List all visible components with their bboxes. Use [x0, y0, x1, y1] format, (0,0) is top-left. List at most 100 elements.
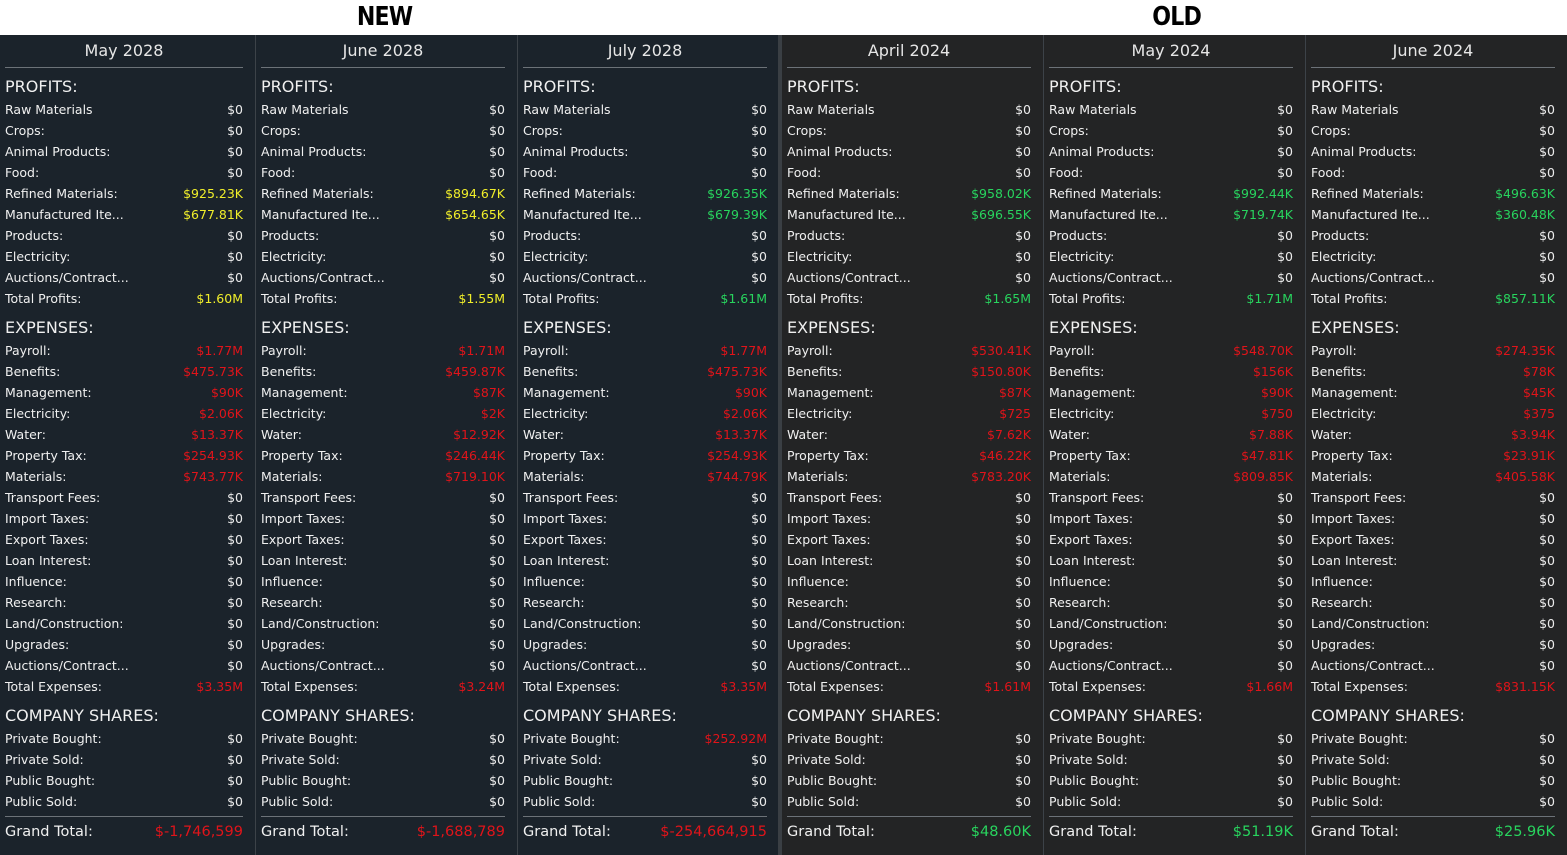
profit-row-label: Electricity:: [1311, 249, 1377, 264]
share-row: Private Bought: $0: [261, 728, 505, 749]
profit-row-label: Refined Materials:: [523, 186, 636, 201]
profit-row-label: Auctions/Contract...: [787, 270, 911, 285]
share-row-label: Public Sold:: [787, 794, 860, 809]
profit-row: Food: $0: [1049, 162, 1293, 183]
profit-row-label: Electricity:: [1049, 249, 1115, 264]
profit-row-value: $0: [1277, 123, 1293, 138]
expense-row-value: $0: [1277, 616, 1293, 631]
share-row-value: $0: [227, 752, 243, 767]
expense-row-label: Import Taxes:: [1049, 511, 1134, 526]
profit-row-value: $0: [751, 165, 767, 180]
expense-row: Influence: $0: [1049, 571, 1293, 592]
expense-row-label: Materials:: [787, 469, 849, 484]
profit-row: Manufactured Ite... $696.55K: [787, 204, 1031, 225]
expense-row-value: $90K: [734, 385, 767, 400]
expense-row: Loan Interest: $0: [787, 550, 1031, 571]
profit-row: Animal Products: $0: [261, 141, 505, 162]
profit-row-value: $0: [1015, 228, 1031, 243]
expense-row-value: $78K: [1522, 364, 1555, 379]
profit-row: Electricity: $0: [261, 246, 505, 267]
expense-row-value: $475.73K: [183, 364, 243, 379]
profit-row-value: $0: [489, 228, 505, 243]
expense-row: Land/Construction: $0: [787, 613, 1031, 634]
grand-total-value: $-1,688,789: [416, 824, 505, 840]
expense-row-value: $475.73K: [707, 364, 767, 379]
profit-row-value: $0: [489, 102, 505, 117]
expense-row-label: Property Tax:: [787, 448, 869, 463]
expenses-heading: EXPENSES:: [261, 318, 350, 337]
profit-row-label: Total Profits:: [787, 291, 864, 306]
expense-row-label: Total Expenses:: [787, 679, 884, 694]
expense-row-value: $0: [489, 595, 505, 610]
expense-row-label: Research:: [261, 595, 323, 610]
profit-row: Auctions/Contract... $0: [787, 267, 1031, 288]
expense-row-label: Auctions/Contract...: [261, 658, 385, 673]
expense-row: Influence: $0: [1311, 571, 1555, 592]
share-row: Private Sold: $0: [1049, 749, 1293, 770]
expense-row-value: $0: [227, 616, 243, 631]
share-row-value: $0: [1015, 731, 1031, 746]
profit-row: Total Profits: $1.61M: [523, 288, 767, 309]
expense-row-value: $0: [1539, 511, 1555, 526]
month-column: June 2024 PROFITS: Raw Materials $0 Crops: $0…: [1306, 35, 1567, 855]
expense-row: Total Expenses: $3.24M: [261, 676, 505, 697]
expense-row: Water: $13.37K: [523, 424, 767, 445]
month-title: May 2028: [5, 41, 243, 68]
profit-row: Refined Materials: $992.44K: [1049, 183, 1293, 204]
expense-row-label: Property Tax:: [261, 448, 343, 463]
grand-total-label: Grand Total:: [787, 824, 875, 840]
profit-row-value: $0: [751, 249, 767, 264]
expense-row: Payroll: $548.70K: [1049, 340, 1293, 361]
expense-row-label: Auctions/Contract...: [1049, 658, 1173, 673]
month-title: May 2024: [1049, 41, 1293, 68]
share-row-value: $0: [1015, 794, 1031, 809]
expense-row: Water: $12.92K: [261, 424, 505, 445]
expense-row-value: $0: [1539, 532, 1555, 547]
expense-row-value: $156K: [1252, 364, 1293, 379]
expense-row-label: Influence:: [261, 574, 323, 589]
expense-row-value: $3.94K: [1511, 427, 1555, 442]
grand-total-row: Grand Total: $25.96K: [1311, 821, 1555, 843]
profit-row-value: $0: [751, 270, 767, 285]
share-row-value: $0: [1539, 794, 1555, 809]
share-row-label: Public Bought:: [1311, 773, 1402, 788]
profit-row: Total Profits: $1.55M: [261, 288, 505, 309]
expense-row-value: $548.70K: [1233, 343, 1293, 358]
expenses-heading: EXPENSES:: [1049, 318, 1138, 337]
profit-row-label: Total Profits:: [523, 291, 600, 306]
expense-row-label: Upgrades:: [261, 637, 326, 652]
expense-row-label: Upgrades:: [1049, 637, 1114, 652]
expense-row: Auctions/Contract... $0: [5, 655, 243, 676]
expense-row-label: Import Taxes:: [1311, 511, 1396, 526]
profit-row-label: Products:: [1311, 228, 1370, 243]
profit-row-label: Refined Materials:: [787, 186, 900, 201]
profit-row: Refined Materials: $894.67K: [261, 183, 505, 204]
profit-row-label: Electricity:: [261, 249, 327, 264]
grand-total-label: Grand Total:: [1311, 824, 1399, 840]
expense-row-label: Auctions/Contract...: [523, 658, 647, 673]
expense-row-label: Loan Interest:: [787, 553, 874, 568]
share-row-value: $0: [1277, 773, 1293, 788]
profit-row-value: $0: [227, 123, 243, 138]
share-row: Private Sold: $0: [1311, 749, 1555, 770]
profit-row-value: $0: [489, 144, 505, 159]
share-row: Private Bought: $0: [1049, 728, 1293, 749]
profits-heading: PROFITS:: [5, 77, 78, 96]
profit-row: Products: $0: [261, 225, 505, 246]
profit-row-value: $0: [1539, 270, 1555, 285]
expense-row: Benefits: $475.73K: [523, 361, 767, 382]
expense-row-label: Water:: [5, 427, 46, 442]
expense-row: Payroll: $274.35K: [1311, 340, 1555, 361]
expense-row: Land/Construction: $0: [523, 613, 767, 634]
share-row-label: Public Bought:: [787, 773, 878, 788]
profit-row-label: Refined Materials:: [1049, 186, 1162, 201]
expense-row-label: Payroll:: [5, 343, 51, 358]
expense-row-value: $743.77K: [183, 469, 243, 484]
expense-row-label: Electricity:: [523, 406, 589, 421]
expense-row-value: $90K: [1260, 385, 1293, 400]
profit-row-value: $0: [751, 123, 767, 138]
profit-row-label: Crops:: [787, 123, 827, 138]
profit-row-label: Auctions/Contract...: [523, 270, 647, 285]
expense-row-value: $2.06K: [199, 406, 243, 421]
share-row-value: $0: [1539, 752, 1555, 767]
